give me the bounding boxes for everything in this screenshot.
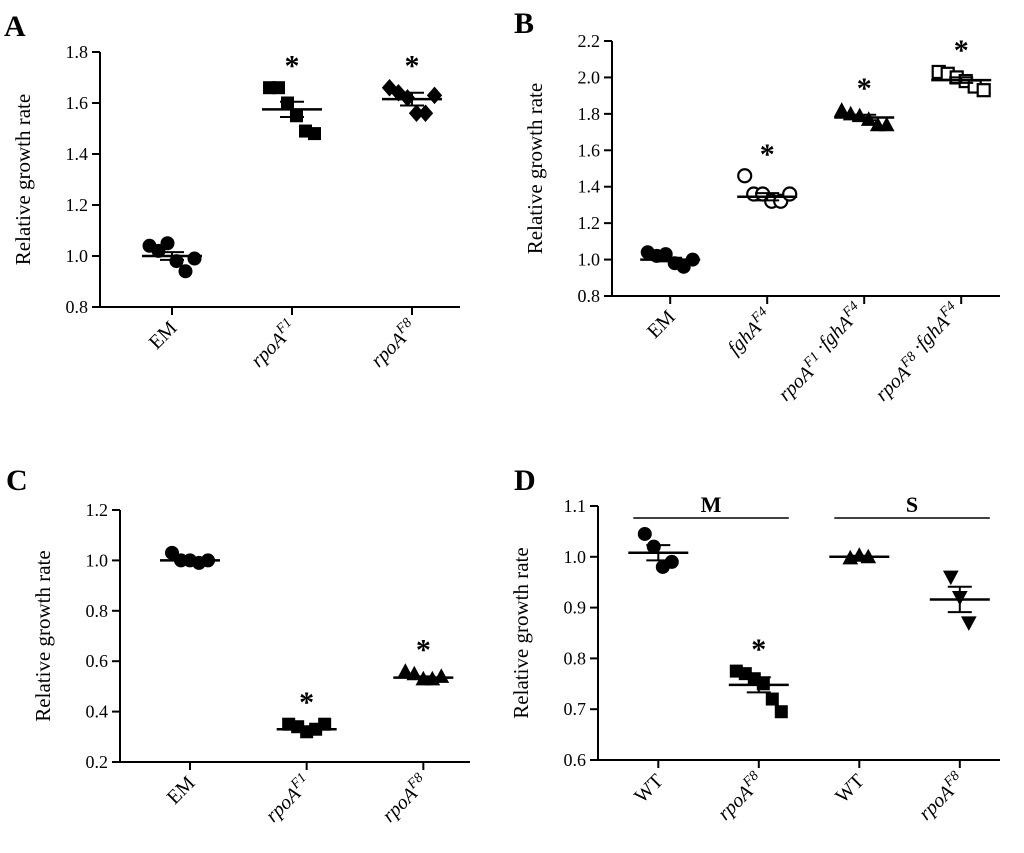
label-text: WT [831,770,869,808]
significance-mark: * [857,72,872,105]
y-tick-label: 0.6 [564,750,587,770]
significance-mark: * [954,34,969,67]
x-tick-label: EM [145,317,182,354]
y-tick-label: 1.2 [578,213,601,233]
y-tick-label: 2.2 [578,31,601,51]
y-tick-label: 1.4 [578,177,601,197]
panel: D Relative growth rate 0.6 0.7 0.8 0.9 1.0 1.1 W… [509,464,1000,825]
data-point [942,570,959,586]
panel: C Relative growth rate 0.2 0.4 0.6 0.8 1.0 1.2 E… [6,464,470,827]
x-tick-label: EM [163,772,200,809]
label-text: EM [643,306,680,343]
x-tick-label: rpoAF1 ·fghAF4 [767,299,874,406]
y-axis-label: Relative growth rate [31,550,55,721]
data-point [160,236,175,251]
y-tick-label: 1.4 [66,144,89,164]
label-text: WT [630,770,668,808]
label-text: EM [163,772,200,809]
data-point [960,616,977,631]
data-point [774,705,788,719]
x-tick-label: WT [630,770,668,808]
x-tick-label: rpoAF8 [712,769,768,825]
data-point [151,243,166,258]
y-tick-label: 0.7 [564,699,587,719]
data-point [765,692,779,706]
data-point [737,168,753,184]
significance-mark: * [416,633,431,666]
y-tick-label: 1.6 [578,140,601,160]
y-tick-label: 1.0 [578,250,601,270]
y-tick-label: 1.0 [564,547,587,567]
significance-mark: * [299,686,314,719]
panel: A Relative growth rate 0.8 1.0 1.2 1.4 1.6 1.8 E… [4,10,460,372]
significance-mark: * [405,50,420,83]
y-axis-label: Relative growth rate [523,83,547,254]
data-point [637,526,652,541]
y-tick-label: 0.8 [66,297,89,317]
data-point [782,186,798,202]
data-point [878,116,895,132]
x-tick-label: EM [643,306,680,343]
x-tick-label: rpoAF1 [260,771,316,827]
y-axis-label: Relative growth rate [509,547,533,718]
significance-mark: * [751,633,766,666]
y-tick-label: 0.9 [564,598,587,618]
y-tick-label: 0.8 [578,286,601,306]
data-point [272,81,285,95]
significance-mark: * [285,50,300,83]
group-label: S [906,492,918,517]
label-text: EM [145,317,182,354]
significance-mark: * [760,138,775,171]
panel-letter: B [514,7,534,40]
x-tick-label: fghAF4 [722,305,777,360]
x-tick-label: rpoAF1 [245,316,301,372]
y-tick-label: 0.4 [86,702,109,722]
y-tick-label: 1.2 [66,195,89,215]
y-tick-label: 2.0 [578,67,601,87]
data-point [976,83,991,98]
panel-letter: A [4,10,26,43]
data-point [308,127,321,141]
y-tick-label: 0.8 [564,648,587,668]
y-tick-label: 1.8 [66,42,89,62]
panel: B Relative growth rate 0.8 1.0 1.2 1.4 1.6 1.8 2… [514,7,1000,406]
data-point [426,86,443,105]
panel-letter: C [6,464,28,497]
y-axis-label: Relative growth rate [11,94,35,265]
y-tick-label: 0.2 [86,752,109,772]
group-label: M [701,492,722,517]
data-point [187,251,202,266]
x-tick-label: WT [831,770,869,808]
x-tick-label: rpoAF8 ·fghAF4 [864,299,971,406]
y-tick-label: 1.6 [66,93,89,113]
x-tick-label: rpoAF8 [365,316,421,372]
data-point [433,668,450,683]
y-tick-label: 1.8 [578,104,601,124]
y-tick-label: 0.6 [86,651,109,671]
y-tick-label: 0.8 [86,601,109,621]
x-tick-label: rpoAF8 [913,769,969,825]
data-point [169,254,184,269]
y-tick-label: 1.0 [86,550,109,570]
y-tick-label: 1.2 [86,500,109,520]
x-tick-label: rpoAF8 [377,771,433,827]
data-point [417,104,434,122]
panel-letter: D [514,464,536,497]
data-point [833,102,850,117]
data-point [664,554,679,569]
y-tick-label: 1.1 [564,496,587,516]
data-point [178,264,193,279]
y-tick-label: 1.0 [66,246,89,266]
